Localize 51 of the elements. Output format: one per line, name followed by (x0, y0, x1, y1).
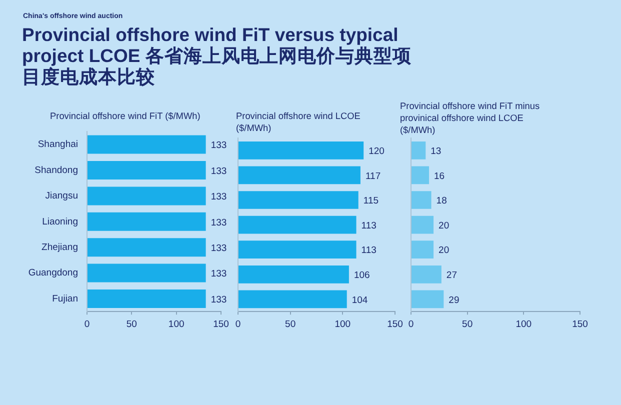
data-label: 16 (434, 170, 445, 182)
y-tick-label: Shanghai (38, 139, 78, 150)
x-tick-label: 50 (126, 318, 137, 330)
data-label: 120 (368, 146, 384, 158)
bar (412, 191, 432, 209)
data-label: 20 (438, 245, 450, 256)
data-label: 133 (210, 140, 227, 152)
y-tick-label: Shandong (34, 164, 78, 176)
data-label: 115 (363, 196, 379, 207)
y-tick-label: Guangdong (28, 268, 78, 279)
x-tick-label: 150 (572, 318, 588, 330)
y-tick-label: Jiangsu (45, 190, 78, 202)
x-tick-label: 0 (235, 318, 241, 330)
x-tick-label: 150 (387, 318, 403, 330)
bar (412, 290, 444, 308)
data-label: 133 (210, 242, 227, 254)
x-tick-label: 0 (84, 318, 90, 330)
data-label: 106 (354, 270, 370, 282)
bar (412, 216, 434, 234)
x-tick-label: 0 (408, 318, 414, 330)
data-label: 29 (448, 294, 460, 306)
chart-title: Provincial offshore wind FiT ($/MWh) (50, 110, 202, 122)
data-label: 117 (365, 170, 381, 182)
data-label: 13 (430, 146, 442, 158)
x-tick-label: 100 (516, 318, 532, 330)
chart-title: Provincial offshore wind LCOE ($/MWh) (236, 110, 362, 134)
bar (412, 141, 426, 160)
data-label: 133 (210, 217, 227, 228)
x-tick-label: 100 (334, 318, 351, 330)
x-tick-label: 50 (285, 318, 296, 330)
y-tick-label: Liaoning (42, 216, 78, 228)
x-tick-label: 150 (213, 318, 229, 330)
x-tick-label: 100 (168, 318, 184, 330)
chart-title: Provincial offshore wind FiT minus provinical offshore wind LCOE ($/MWh) (400, 100, 541, 136)
data-label: 133 (210, 166, 227, 177)
text: Provincial offshore wind FiT versus typical project LCOE 各省海上风电上网电价与典型项目度电成本比较 (22, 24, 412, 87)
y-tick-label: Zhejiang (42, 242, 78, 253)
data-label: 133 (210, 268, 227, 280)
data-label: 133 (210, 294, 227, 306)
x-tick-label: 50 (462, 318, 473, 330)
data-label: 18 (436, 196, 447, 207)
data-label: 133 (210, 192, 227, 203)
data-label: 20 (438, 220, 450, 232)
bar (412, 166, 430, 184)
data-label: 104 (352, 294, 368, 306)
bar (412, 265, 442, 284)
bar (412, 240, 434, 259)
y-tick-label: Fujian (52, 293, 78, 304)
data-label: 113 (361, 220, 376, 232)
data-label: 113 (361, 245, 376, 256)
data-label: 27 (446, 270, 457, 282)
